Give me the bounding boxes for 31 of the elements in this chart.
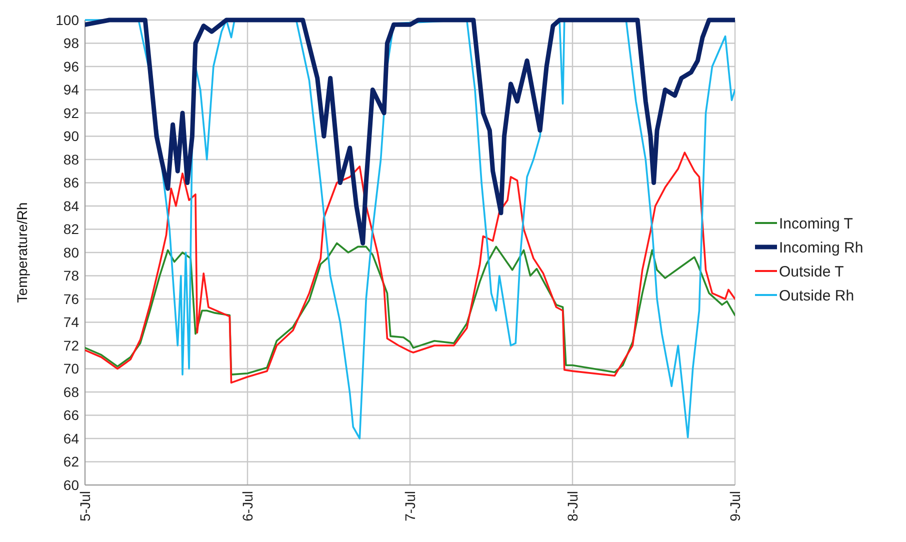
y-tick-label: 62 bbox=[63, 454, 80, 470]
y-tick-label: 70 bbox=[63, 360, 80, 377]
y-tick-label: 96 bbox=[63, 58, 80, 74]
y-axis-title: Temperature/Rh bbox=[14, 202, 30, 303]
y-tick-label: 88 bbox=[63, 151, 80, 168]
y-tick-label: 82 bbox=[63, 221, 80, 238]
legend-label: Incoming T bbox=[779, 215, 853, 232]
legend-label: Outside Rh bbox=[779, 287, 854, 304]
x-tick-label: 5-Jul bbox=[76, 491, 93, 522]
y-tick-label: 78 bbox=[63, 268, 80, 284]
y-tick-label: 80 bbox=[63, 244, 80, 260]
y-tick-label: 86 bbox=[63, 174, 80, 191]
y-tick-label: 94 bbox=[63, 82, 80, 98]
legend-label: Outside T bbox=[779, 263, 844, 280]
x-tick-label: 6-Jul bbox=[239, 491, 256, 522]
legend-label: Incoming Rh bbox=[779, 239, 864, 256]
y-tick-label: 90 bbox=[63, 128, 80, 144]
x-tick-label: 8-Jul bbox=[564, 491, 580, 522]
y-tick-label: 98 bbox=[63, 35, 80, 52]
x-tick-label: 7-Jul bbox=[402, 491, 418, 522]
y-tick-label: 66 bbox=[63, 407, 80, 424]
y-tick-label: 72 bbox=[63, 337, 80, 354]
y-tick-label: 100 bbox=[56, 12, 80, 28]
y-tick-label: 76 bbox=[63, 290, 80, 307]
y-tick-label: 84 bbox=[63, 198, 80, 214]
y-tick-label: 68 bbox=[63, 384, 80, 400]
y-tick-label: 64 bbox=[63, 430, 80, 446]
y-tick-label: 74 bbox=[63, 314, 80, 330]
x-tick-label: 9-Jul bbox=[726, 491, 743, 522]
y-tick-label: 60 bbox=[63, 476, 80, 493]
y-tick-label: 92 bbox=[63, 104, 80, 121]
